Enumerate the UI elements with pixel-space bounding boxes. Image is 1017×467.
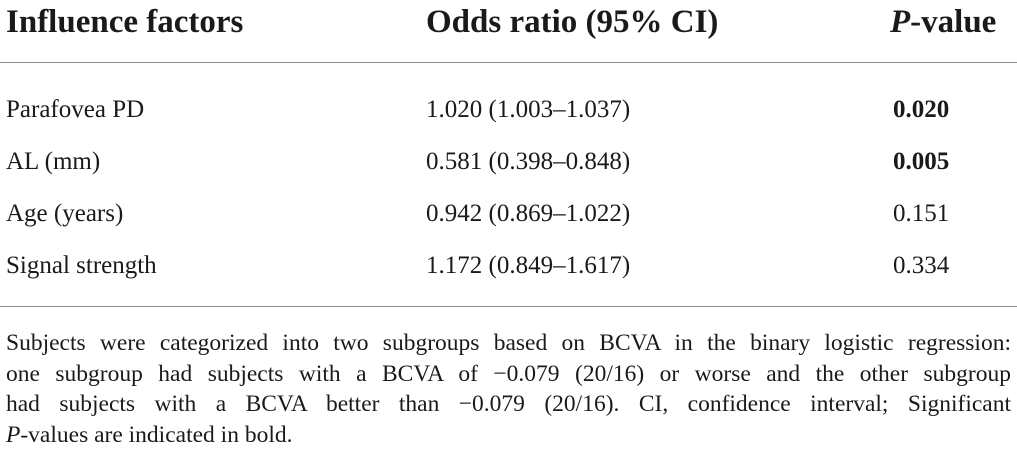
footnote-line4-rest: -values are indicated in bold. [20, 421, 293, 448]
cell-p-value: 0.020 [893, 96, 950, 123]
cell-odds-ratio: 0.581 (0.398–0.848) [426, 148, 631, 175]
table-row: Parafovea PD 1.020 (1.003–1.037) 0.020 [0, 95, 1017, 147]
footnote-line: one subgroup had subjects with a BCVA of… [6, 360, 1011, 387]
cell-factor: Parafovea PD [6, 96, 145, 123]
cell-odds-ratio: 1.172 (0.849–1.617) [426, 252, 631, 279]
footnote-p-italic: P [6, 421, 21, 448]
table-bottom-divider [0, 306, 1017, 307]
results-table: Influence factors Odds ratio (95% CI) P-… [0, 0, 1017, 448]
header-p-rest: -value [910, 4, 997, 40]
cell-factor: AL (mm) [6, 148, 101, 175]
footnote-line: had subjects with a BCVA better than −0.… [6, 391, 1011, 417]
cell-factor: Age (years) [6, 200, 124, 227]
cell-p-value: 0.334 [893, 252, 950, 279]
table-header-row: Influence factors Odds ratio (95% CI) P-… [0, 0, 1017, 62]
cell-odds-ratio: 0.942 (0.869–1.022) [426, 200, 631, 227]
cell-p-value: 0.005 [893, 148, 950, 175]
header-divider [0, 62, 1017, 63]
table-row: Age (years) 0.942 (0.869–1.022) 0.151 [0, 199, 1017, 251]
cell-p-value: 0.151 [893, 200, 950, 227]
table-row: AL (mm) 0.581 (0.398–0.848) 0.005 [0, 147, 1017, 199]
footnote-line: P-values are indicated in bold. [6, 420, 1011, 451]
footnote-line: Subjects were categorized into two subgr… [6, 330, 1011, 356]
cell-odds-ratio: 1.020 (1.003–1.037) [426, 96, 631, 123]
header-p-value: P-value [890, 0, 996, 44]
header-p-italic: P [890, 4, 911, 40]
header-odds-ratio: Odds ratio (95% CI) [426, 4, 719, 40]
table-row: Signal strength 1.172 (0.849–1.617) 0.33… [0, 251, 1017, 303]
table-footnote: Subjects were categorized into two subgr… [6, 328, 1011, 450]
header-influence-factors: Influence factors [6, 4, 244, 40]
cell-factor: Signal strength [6, 252, 157, 279]
